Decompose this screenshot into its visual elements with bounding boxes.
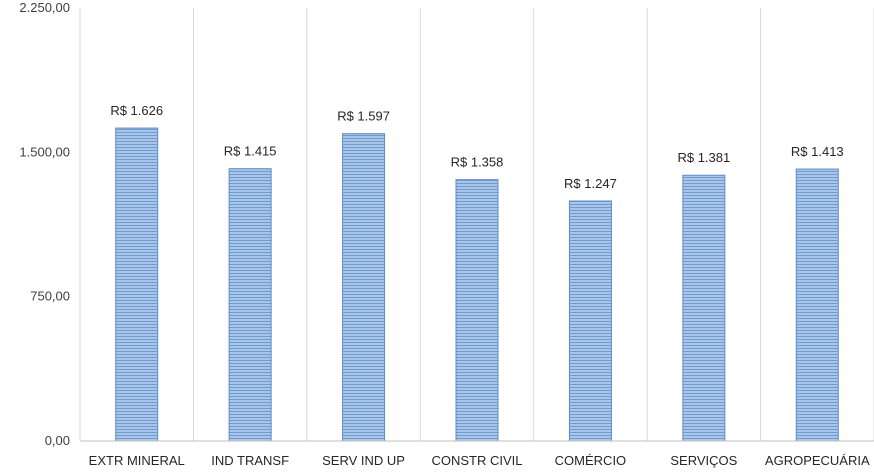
- x-tick-label: IND TRANSF: [211, 453, 289, 468]
- x-tick-label: EXTR MINERAL: [89, 453, 185, 468]
- y-axis: 0,00 750,00 1.500,00 2.250,00: [19, 0, 70, 448]
- data-label: R$ 1.597: [337, 109, 390, 124]
- data-label: R$ 1.247: [564, 176, 617, 191]
- category-separators: [79, 8, 874, 441]
- data-label: R$ 1.626: [110, 103, 163, 118]
- x-tick-label: SERV IND UP: [322, 453, 405, 468]
- data-labels: R$ 1.626 R$ 1.415 R$ 1.597 R$ 1.358 R$ 1.247…: [110, 103, 843, 191]
- bar: [682, 174, 726, 442]
- x-tick-label: AGROPECUÁRIA: [765, 453, 870, 468]
- data-label: R$ 1.358: [451, 155, 504, 170]
- bar: [795, 168, 839, 442]
- x-tick-label: COMÉRCIO: [555, 453, 627, 468]
- x-axis: EXTR MINERAL IND TRANSF SERV IND UP CONSTR …: [80, 440, 874, 468]
- data-label: R$ 1.381: [677, 150, 730, 165]
- bar: [115, 127, 159, 442]
- bars: [115, 127, 839, 442]
- y-tick-label: 0,00: [45, 433, 70, 448]
- bar: [342, 133, 386, 442]
- y-tick-label: 2.250,00: [19, 0, 70, 15]
- bar: [228, 168, 272, 442]
- bar: [568, 200, 612, 442]
- data-label: R$ 1.413: [791, 144, 844, 159]
- x-tick-label: CONSTR CIVIL: [431, 453, 522, 468]
- y-tick-label: 750,00: [30, 289, 70, 304]
- x-tick-label: SERVIÇOS: [670, 453, 737, 468]
- y-tick-label: 1.500,00: [19, 144, 70, 159]
- bar: [455, 179, 499, 442]
- data-label: R$ 1.415: [224, 144, 277, 159]
